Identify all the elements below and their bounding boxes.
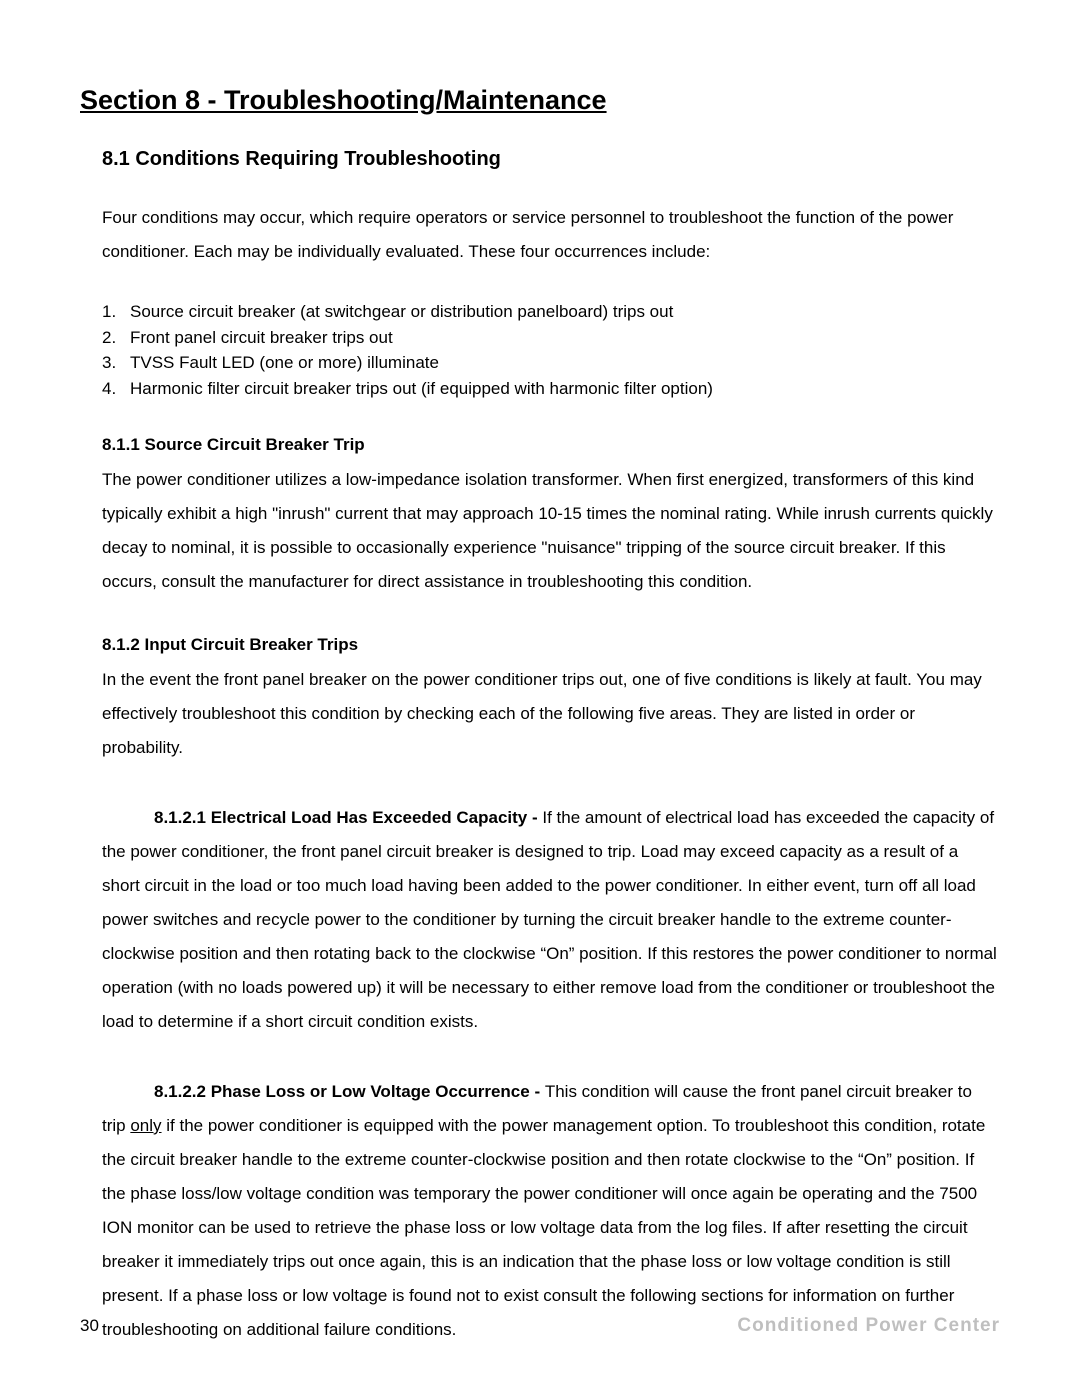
lead-8-1-2-2: 8.1.2.2 Phase Loss or Low Voltage Occurr…: [154, 1082, 545, 1101]
lead-8-1-2-1: 8.1.2.1 Electrical Load Has Exceeded Cap…: [154, 808, 542, 827]
list-number: 1.: [102, 299, 130, 325]
list-item: 2. Front panel circuit breaker trips out: [102, 325, 1000, 351]
subsection-title: 8.1 Conditions Requiring Troubleshooting: [102, 148, 1000, 171]
body-8-1-2-2: 8.1.2.2 Phase Loss or Low Voltage Occurr…: [102, 1075, 1000, 1347]
list-item: 1. Source circuit breaker (at switchgear…: [102, 299, 1000, 325]
conditions-list: 1. Source circuit breaker (at switchgear…: [102, 299, 1000, 401]
list-item: 3. TVSS Fault LED (one or more) illumina…: [102, 350, 1000, 376]
page-footer: 30 Conditioned Power Center: [80, 1315, 1000, 1337]
page-number: 30: [80, 1316, 99, 1336]
body-8-1-2-1: 8.1.2.1 Electrical Load Has Exceeded Cap…: [102, 801, 1000, 1039]
list-text: Front panel circuit breaker trips out: [130, 325, 393, 351]
intro-paragraph: Four conditions may occur, which require…: [102, 201, 1000, 269]
list-number: 2.: [102, 325, 130, 351]
list-item: 4. Harmonic filter circuit breaker trips…: [102, 376, 1000, 402]
footer-brand: Conditioned Power Center: [737, 1315, 1000, 1337]
list-text: Harmonic filter circuit breaker trips ou…: [130, 376, 713, 402]
body-8-1-1: The power conditioner utilizes a low-imp…: [102, 463, 1000, 599]
heading-8-1-2: 8.1.2 Input Circuit Breaker Trips: [102, 635, 1000, 655]
list-text: Source circuit breaker (at switchgear or…: [130, 299, 673, 325]
section-title: Section 8 - Troubleshooting/Maintenance: [80, 85, 1000, 116]
list-text: TVSS Fault LED (one or more) illuminate: [130, 350, 439, 376]
heading-8-1-1: 8.1.1 Source Circuit Breaker Trip: [102, 435, 1000, 455]
underlined-only: only: [130, 1116, 161, 1135]
text-8-1-2-1: If the amount of electrical load has exc…: [102, 808, 997, 1031]
text-8-1-2-2-post: if the power conditioner is equipped wit…: [102, 1116, 985, 1339]
body-8-1-2: In the event the front panel breaker on …: [102, 663, 1000, 765]
list-number: 3.: [102, 350, 130, 376]
list-number: 4.: [102, 376, 130, 402]
